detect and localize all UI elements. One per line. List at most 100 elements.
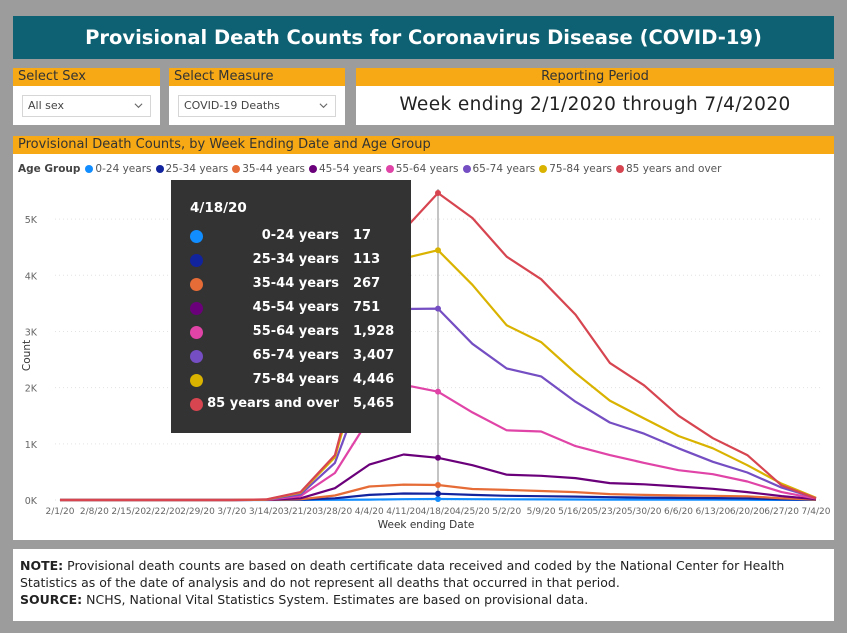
chart-legend: Age Group 0-24 years 25-34 years 35-44 yea… (18, 163, 725, 175)
x-tick-label: 2/22/20 (146, 507, 181, 517)
legend-dot (232, 165, 241, 173)
legend-dot (155, 165, 164, 173)
tooltip-value: 113 (353, 252, 381, 267)
line-chart[interactable]: 0K 1K 2K 3K 4K 5K 2/1/20 2/8/20 2/15/20 2/22/20 2/… (13, 154, 834, 540)
tooltip-dot (190, 254, 203, 267)
tooltip-label: 45-54 years (252, 300, 339, 315)
hover-marker (435, 490, 441, 497)
note-label: NOTE: (20, 558, 64, 573)
tooltip-label: 55-64 years (252, 324, 339, 339)
tooltip-value: 1,928 (353, 324, 395, 339)
chart-panel-title: Provisional Death Counts, by Week Ending… (13, 136, 834, 154)
legend-label: 45-54 years (319, 163, 382, 175)
tooltip-dot (190, 302, 203, 315)
legend-label: 35-44 years (242, 163, 305, 175)
x-tick-label: 7/4/20 (802, 507, 831, 517)
hover-marker (435, 496, 441, 503)
legend-label: 0-24 years (95, 163, 152, 175)
tooltip-label: 75-84 years (252, 372, 339, 387)
legend-label: 65-74 years (472, 163, 536, 175)
x-tick-label: 6/20/20 (730, 507, 765, 517)
x-tick-label: 2/29/20 (180, 507, 215, 517)
chevron-down-icon (134, 103, 143, 109)
legend-dot (309, 165, 317, 173)
y-tick-label: 0K (25, 496, 38, 507)
legend-label: 25-34 years (165, 163, 229, 175)
legend-item[interactable]: 75-84 years (539, 163, 612, 175)
y-axis-title: Count (21, 340, 33, 371)
tooltip-value: 17 (353, 228, 372, 243)
x-tick-label: 5/23/20 (592, 507, 627, 517)
source-text: NCHS, National Vital Statistics System. … (86, 592, 589, 607)
tooltip-date: 4/18/20 (190, 200, 247, 216)
sex-dropdown-value: All sex (28, 99, 64, 112)
x-tick-label: 3/21/20 (283, 507, 318, 517)
tooltip-row: 35-44 years 267 (171, 273, 411, 297)
hover-marker (435, 305, 441, 312)
hover-marker (435, 388, 441, 395)
tooltip-label: 35-44 years (252, 276, 339, 291)
y-tick-label: 4K (25, 271, 38, 282)
tooltip-label: 85 years and over (207, 396, 339, 411)
legend-dot (616, 165, 624, 173)
tooltip-row: 45-54 years 751 (171, 297, 411, 321)
hover-marker (435, 247, 441, 254)
tooltip-row: 85 years and over 5,465 (171, 393, 411, 417)
hover-marker (435, 454, 441, 461)
hover-marker (435, 481, 441, 488)
tooltip-value: 751 (353, 300, 381, 315)
legend-item[interactable]: 35-44 years (232, 163, 305, 175)
x-tick-label: 5/9/20 (527, 507, 556, 517)
legend-dot (539, 165, 548, 173)
legend-item[interactable]: 25-34 years (155, 163, 229, 175)
sex-filter-label: Select Sex (13, 68, 160, 86)
tooltip-label: 0-24 years (261, 228, 339, 243)
tooltip-dot (190, 398, 203, 411)
legend-item[interactable]: 45-54 years (309, 163, 382, 175)
y-tick-label: 3K (25, 327, 38, 338)
y-tick-label: 2K (25, 384, 38, 395)
reporting-period-label: Reporting Period (356, 68, 834, 86)
chart-panel: Provisional Death Counts, by Week Ending… (13, 136, 834, 540)
legend-item[interactable]: 0-24 years (85, 163, 152, 175)
x-tick-label: 2/15/20 (111, 507, 146, 517)
x-tick-label: 6/27/20 (764, 507, 799, 517)
legend-title: Age Group (18, 163, 81, 175)
sex-dropdown[interactable]: All sex (22, 95, 151, 117)
chevron-down-icon (319, 103, 328, 109)
sex-filter-panel: Select Sex All sex (13, 68, 160, 125)
x-tick-label: 5/30/20 (627, 507, 662, 517)
legend-label: 55-64 years (395, 163, 459, 175)
tooltip-dot (190, 326, 203, 339)
tooltip-dot (190, 374, 203, 387)
legend-item[interactable]: 85 years and over (616, 163, 721, 175)
legend-item[interactable]: 65-74 years (462, 163, 536, 175)
measure-dropdown[interactable]: COVID-19 Deaths (178, 95, 336, 117)
y-tick-label: 1K (25, 440, 38, 451)
tooltip-dot (190, 230, 203, 243)
y-tick-label: 5K (25, 215, 38, 226)
legend-label: 75-84 years (549, 163, 612, 175)
legend-dot (462, 165, 471, 173)
x-tick-label: 3/7/20 (217, 507, 246, 517)
x-tick-label: 2/8/20 (80, 507, 109, 517)
x-tick-label: 2/1/20 (46, 507, 75, 517)
measure-filter-panel: Select Measure COVID-19 Deaths (169, 68, 345, 125)
tooltip-row: 0-24 years 17 (171, 225, 411, 249)
tooltip-row: 65-74 years 3,407 (171, 345, 411, 369)
x-tick-label: 4/4/20 (355, 507, 384, 517)
legend-label: 85 years and over (626, 163, 722, 175)
reporting-period-value: Week ending 2/1/2020 through 7/4/2020 (399, 94, 791, 115)
legend-item[interactable]: 55-64 years (385, 163, 459, 175)
legend-dot (85, 165, 94, 173)
source-label: SOURCE: (20, 592, 83, 607)
hover-marker (435, 189, 441, 196)
tooltip-row: 25-34 years 113 (171, 249, 411, 273)
legend-dot (385, 165, 394, 173)
note-text: Provisional death counts are based on de… (20, 558, 785, 590)
tooltip-dot (190, 278, 203, 291)
x-tick-label: 5/16/20 (558, 507, 593, 517)
reporting-period-panel: Reporting Period Week ending 2/1/2020 th… (356, 68, 834, 125)
tooltip-value: 3,407 (353, 348, 395, 363)
tooltip-label: 25-34 years (252, 252, 339, 267)
